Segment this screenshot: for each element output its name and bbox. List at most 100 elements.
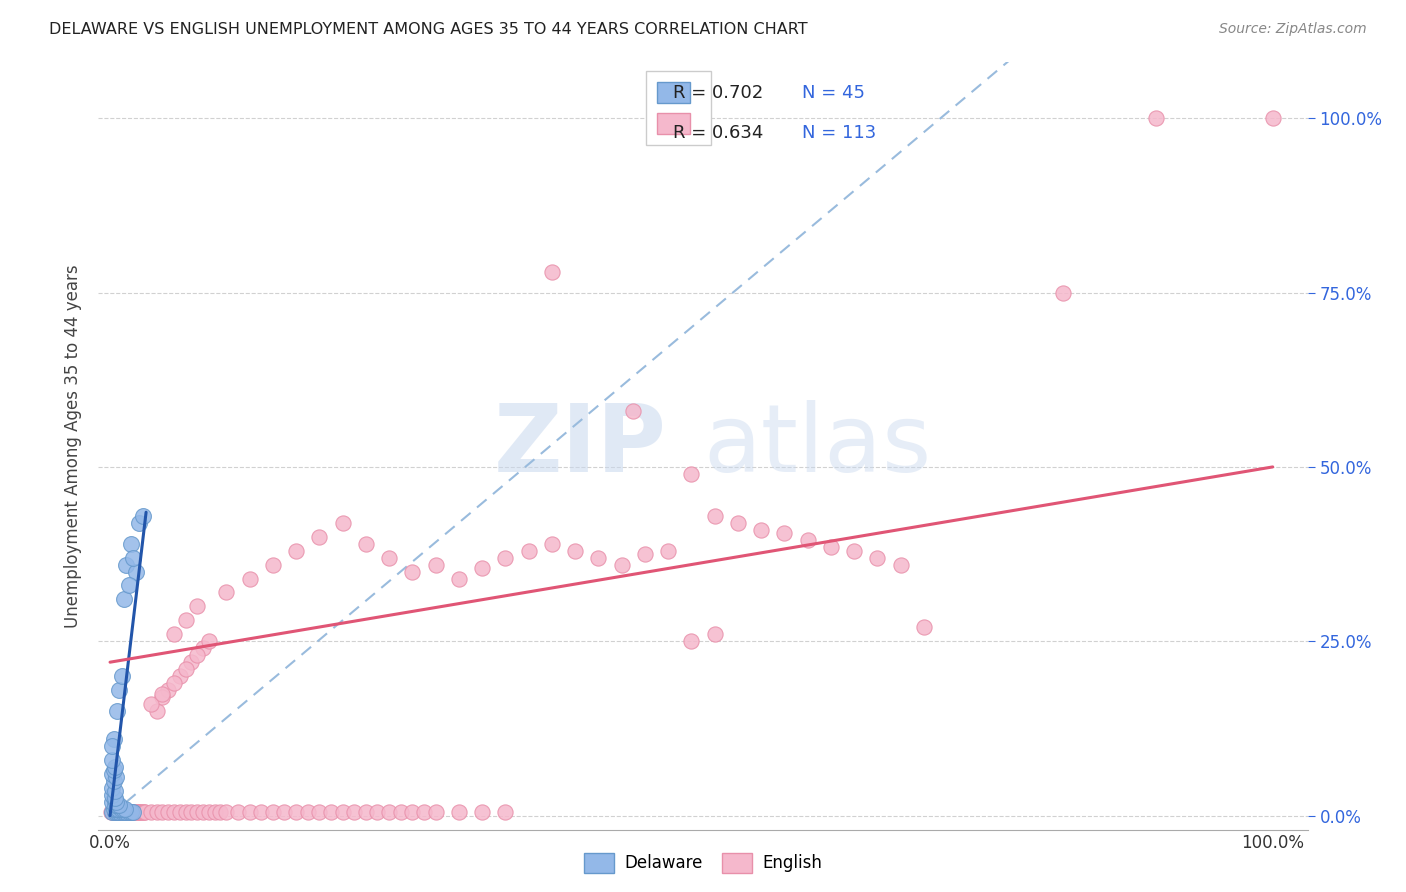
Point [401,565,423,579]
Point [108,805,131,819]
Point [101,753,124,767]
Point [101,788,124,802]
Point [262,805,284,819]
Point [588,550,610,565]
Point [209,805,232,819]
Point [773,526,796,541]
Point [169,805,191,819]
Point [100,805,122,819]
Point [111,805,134,819]
Point [124,805,146,819]
Point [110,805,132,819]
Point [517,543,540,558]
Point [378,550,401,565]
Point [131,805,153,819]
Legend: Delaware, English: Delaware, English [578,847,828,880]
Point [169,669,191,683]
Point [104,760,127,774]
Point [273,805,295,819]
Point [343,805,366,819]
Point [866,550,889,565]
Point [129,805,152,819]
Point [131,508,153,523]
Point [174,613,197,627]
Point [120,805,142,819]
Point [163,627,186,641]
Point [101,805,124,819]
Point [378,805,401,819]
Point [128,805,150,819]
Point [150,690,173,704]
Point [118,805,141,819]
Text: R = 0.634: R = 0.634 [672,124,763,142]
Point [122,550,145,565]
Point [332,516,354,530]
Point [104,802,127,816]
Point [112,805,135,819]
Point [471,561,494,575]
Point [297,805,319,819]
Point [564,543,586,558]
Point [122,805,145,819]
Point [703,508,725,523]
Point [319,805,342,819]
Point [239,805,262,819]
Text: N = 45: N = 45 [803,84,865,102]
Point [447,805,470,819]
Point [131,805,153,819]
Point [104,805,127,819]
Point [120,536,142,550]
Point [105,805,128,819]
Text: N = 113: N = 113 [803,124,876,142]
Text: DELAWARE VS ENGLISH UNEMPLOYMENT AMONG AGES 35 TO 44 YEARS CORRELATION CHART: DELAWARE VS ENGLISH UNEMPLOYMENT AMONG A… [49,22,808,37]
Point [125,805,148,819]
Point [103,764,125,778]
Point [174,805,197,819]
Point [494,805,516,819]
Point [104,770,127,784]
Point [354,805,377,819]
Point [308,805,330,819]
Point [494,550,516,565]
Point [471,805,494,819]
Point [389,805,412,819]
Y-axis label: Unemployment Among Ages 35 to 44 years: Unemployment Among Ages 35 to 44 years [65,264,83,628]
Point [115,805,138,819]
Point [101,766,124,780]
Point [681,467,703,481]
Text: atlas: atlas [703,400,931,492]
Point [657,543,679,558]
Point [145,805,167,819]
Text: ZIP: ZIP [494,400,666,492]
Point [118,805,141,819]
Point [103,773,125,788]
Point [180,655,202,669]
Point [354,536,377,550]
Point [540,265,562,279]
Point [111,805,134,819]
Point [198,634,221,648]
Point [117,805,139,819]
Point [110,802,132,816]
Point [796,533,818,548]
Point [186,648,208,663]
Point [191,805,214,819]
Point [111,802,134,816]
Point [157,805,180,819]
Point [103,802,125,816]
Point [124,565,146,579]
Point [163,805,186,819]
Point [198,805,221,819]
Point [112,805,135,819]
Point [111,805,134,819]
Point [308,530,330,544]
Point [122,805,145,819]
Point [103,731,125,746]
Point [139,805,162,819]
Point [413,805,436,819]
Point [111,669,134,683]
Point [912,620,935,634]
Point [204,805,226,819]
Point [104,784,127,798]
Text: R = 0.702: R = 0.702 [672,84,763,102]
